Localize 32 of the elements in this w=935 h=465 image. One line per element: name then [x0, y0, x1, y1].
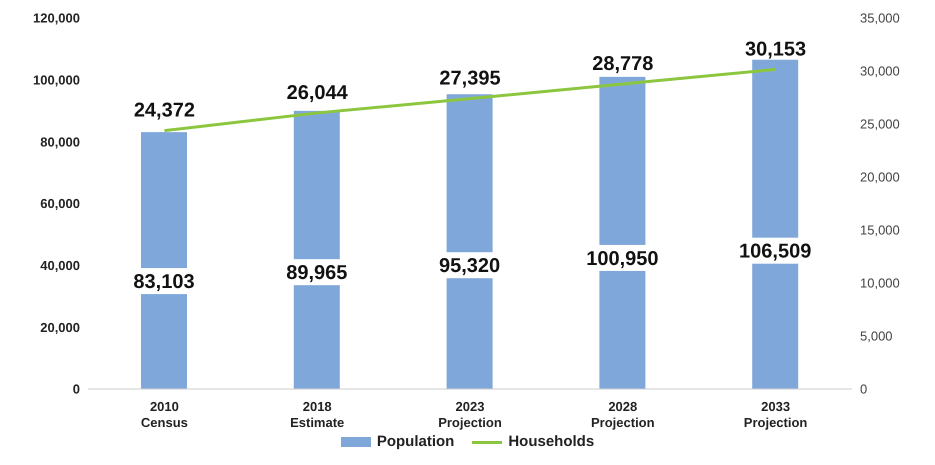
y-tick-label: 0	[72, 382, 80, 397]
x-tick-label: 2018 Estimate	[290, 399, 344, 430]
y-tick-label: 80,000	[40, 134, 80, 150]
data-label: 95,320	[439, 255, 500, 278]
data-label: 106,509	[739, 240, 812, 263]
y2-tick-label: 20,000	[860, 170, 900, 185]
legend-label: Population	[376, 433, 454, 450]
y2-tick-label: 30,000	[860, 64, 900, 79]
y2-tick-label: 0	[860, 382, 868, 397]
x-tick-label: 2033 Projection	[744, 399, 808, 430]
y2-tick-label: 10,000	[860, 276, 900, 291]
y-tick-label: 100,000	[33, 72, 80, 88]
data-label: 100,950	[586, 248, 659, 270]
y-tick-label: 20,000	[40, 320, 80, 335]
y-tick-label: 40,000	[40, 258, 80, 273]
x-tick-label: 2023 Projection	[438, 399, 502, 430]
data-label: 28,778	[592, 52, 654, 75]
y2-tick-label: 35,000	[860, 10, 900, 26]
data-label: 30,153	[745, 38, 806, 60]
data-label: 27,395	[439, 68, 501, 90]
y-tick-label: 60,000	[40, 196, 80, 212]
y2-tick-label: 5,000	[860, 328, 893, 344]
data-label: 24,372	[134, 100, 195, 122]
legend-label: Households	[507, 433, 594, 450]
y-tick-label: 120,000	[33, 10, 80, 26]
x-tick-label: 2010 Census	[140, 399, 188, 430]
data-label: 89,965	[286, 262, 348, 284]
y2-tick-label: 15,000	[860, 222, 900, 238]
data-label: 83,103	[133, 271, 195, 294]
data-label: 26,044	[286, 82, 349, 104]
y2-tick-label: 25,000	[860, 116, 900, 132]
x-tick-label: 2028 Projection	[591, 399, 655, 430]
